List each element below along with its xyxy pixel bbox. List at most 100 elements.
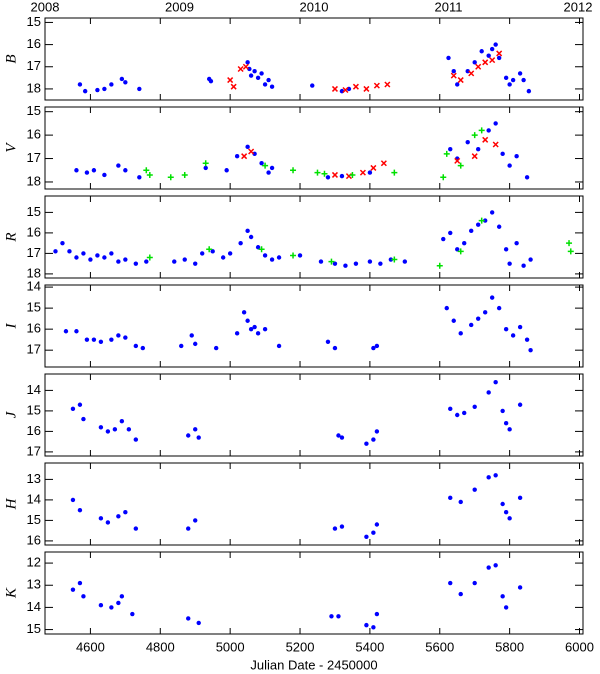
data-point	[493, 380, 498, 385]
data-point	[524, 337, 530, 342]
data-point	[227, 77, 234, 84]
data-point	[436, 262, 443, 269]
data-point	[391, 256, 398, 263]
data-point	[248, 326, 254, 332]
data-point	[60, 240, 65, 246]
data-point	[84, 170, 90, 175]
data-point	[478, 127, 485, 134]
data-point	[455, 247, 460, 252]
data-point	[297, 253, 303, 258]
data-point	[81, 251, 86, 256]
data-point	[353, 261, 359, 266]
data-point	[524, 175, 530, 180]
data-point	[493, 42, 498, 47]
data-point	[269, 257, 275, 262]
data-point	[77, 507, 83, 513]
y-tick-label: 16	[27, 224, 41, 239]
data-point	[255, 75, 261, 81]
data-point	[200, 251, 205, 256]
data-point	[144, 259, 149, 264]
data-point	[242, 63, 249, 70]
data-point	[70, 587, 76, 592]
data-point	[364, 534, 369, 539]
data-point	[234, 154, 240, 159]
data-point	[450, 72, 457, 79]
data-point	[500, 151, 505, 157]
data-point	[517, 324, 523, 330]
y-tick-label: 18	[27, 173, 41, 188]
data-point	[137, 175, 142, 180]
data-point	[493, 121, 498, 126]
data-point	[371, 530, 376, 535]
data-point	[496, 224, 502, 229]
data-point	[98, 425, 104, 430]
data-point	[203, 165, 208, 171]
data-point	[339, 435, 345, 440]
y-tick-label: 15	[27, 103, 41, 118]
data-point	[208, 78, 214, 84]
data-point	[290, 252, 297, 259]
data-point	[193, 341, 198, 347]
data-point	[77, 82, 83, 87]
data-point	[472, 404, 477, 409]
data-point	[105, 429, 111, 434]
data-point	[98, 602, 104, 608]
data-point	[331, 85, 338, 92]
data-point	[137, 86, 142, 92]
data-point	[472, 580, 477, 586]
data-point	[496, 305, 502, 311]
data-point	[454, 157, 461, 164]
y-tick-label: 13	[27, 471, 41, 486]
y-axis-label: K	[3, 587, 19, 599]
data-point	[503, 605, 509, 610]
data-point	[224, 168, 229, 173]
data-point	[336, 614, 341, 619]
data-point	[74, 168, 79, 173]
data-point	[262, 253, 268, 258]
x-tick-label: 5200	[286, 639, 315, 654]
data-point	[482, 310, 488, 315]
data-point	[567, 248, 574, 255]
data-point	[143, 167, 150, 174]
data-point	[378, 261, 383, 266]
data-point	[373, 82, 380, 89]
data-point	[206, 246, 213, 253]
y-tick-label: 16	[27, 36, 41, 51]
data-point	[507, 516, 512, 521]
data-point	[486, 128, 491, 133]
x-tick-label: 5800	[495, 639, 524, 654]
data-point	[182, 257, 187, 262]
data-point	[493, 473, 498, 478]
data-point	[269, 165, 275, 171]
data-point	[503, 326, 509, 332]
y-tick-label: 15	[27, 14, 41, 29]
data-point	[440, 174, 447, 181]
data-point	[123, 168, 128, 173]
data-point	[517, 495, 523, 501]
data-point	[325, 175, 331, 180]
data-point	[189, 333, 194, 338]
data-point	[172, 259, 177, 264]
data-point	[234, 331, 240, 336]
data-point	[514, 154, 519, 159]
data-point	[81, 594, 86, 599]
data-point	[458, 331, 463, 336]
x-tick-label: 5600	[425, 639, 454, 654]
y-tick-label: 18	[27, 265, 41, 280]
data-point	[238, 240, 243, 246]
data-point	[245, 60, 250, 65]
data-point	[503, 75, 509, 81]
panel-frame	[44, 17, 584, 101]
data-point	[259, 161, 264, 166]
data-point	[503, 247, 509, 252]
data-point	[245, 318, 250, 323]
data-point	[475, 316, 481, 321]
data-point	[70, 406, 76, 412]
data-point	[252, 151, 257, 157]
y-tick-label: 15	[27, 402, 41, 417]
data-point	[469, 322, 474, 328]
data-point	[478, 217, 485, 224]
y-axis-label: V	[3, 142, 19, 153]
data-point	[53, 249, 58, 254]
data-point	[259, 71, 264, 76]
